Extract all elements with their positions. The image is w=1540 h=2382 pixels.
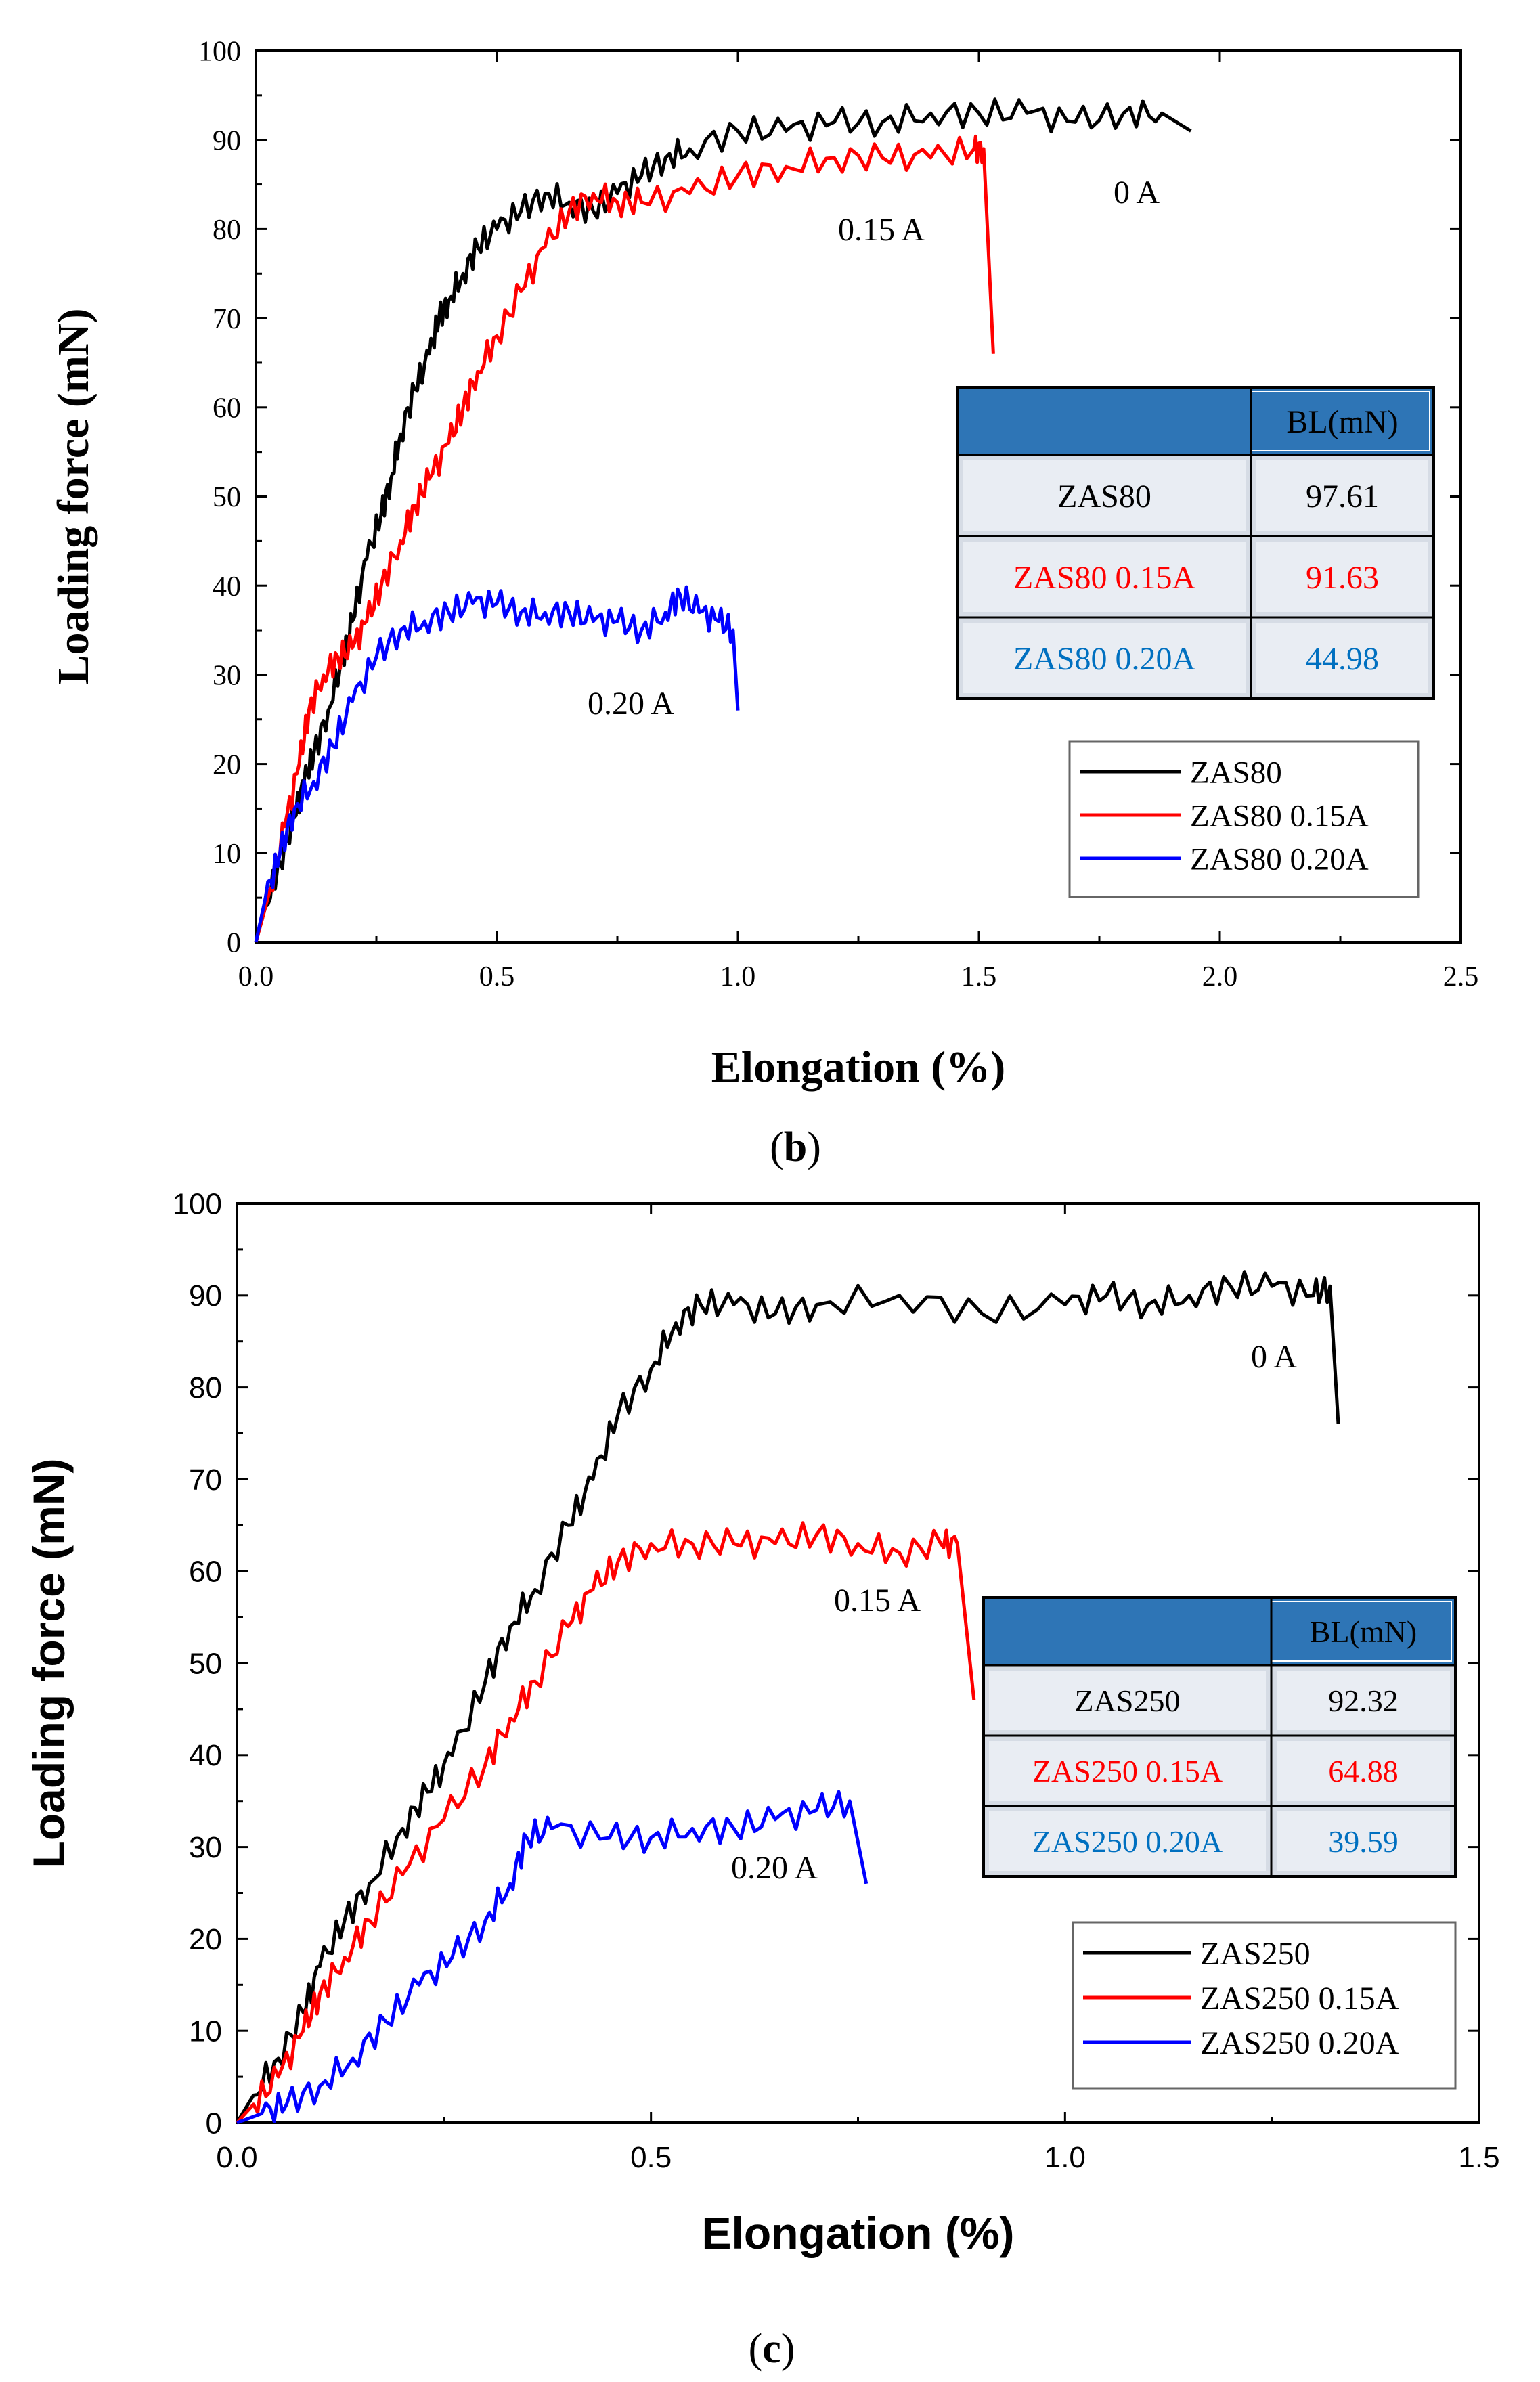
current-annotation: 0.20 A: [731, 1850, 818, 1886]
table-sample-name: ZAS80 0.20A: [1013, 641, 1196, 677]
series-line-1: [254, 134, 995, 943]
y-tick-label: 80: [213, 215, 241, 246]
y-tick-label: 10: [189, 2015, 222, 2048]
y-tick-label: 30: [213, 661, 241, 692]
x-tick-label: 1.5: [1458, 2141, 1499, 2174]
current-annotation: 0 A: [1114, 175, 1160, 211]
y-tick-label: 60: [189, 1556, 222, 1589]
y-tick-label: 20: [213, 749, 241, 780]
table-bl-value: 64.88: [1328, 1754, 1399, 1788]
table-value-cell: [1256, 623, 1428, 693]
table-sample-name: ZAS250: [1075, 1683, 1181, 1718]
legend: ZAS80 ZAS80 0.15A ZAS80 0.20A: [1068, 740, 1420, 898]
legend-label: ZAS250 0.20A: [1200, 2025, 1399, 2061]
series-line-1: [236, 1521, 976, 2124]
x-tick-label: 0.0: [216, 2141, 257, 2174]
legend-label: ZAS80 0.20A: [1190, 841, 1369, 877]
table-name-cell: [963, 623, 1246, 693]
table-sample-name: ZAS250 0.20A: [1032, 1824, 1223, 1859]
table-name-cell: [963, 542, 1246, 612]
table-name-cell: [989, 1671, 1266, 1730]
y-tick-label: 30: [189, 1831, 222, 1864]
legend-box: [1068, 740, 1420, 898]
table-name-cell: [989, 1811, 1266, 1871]
table-header-label: BL(mN): [1286, 404, 1398, 440]
x-tick-label: 2.5: [1443, 961, 1479, 992]
y-tick-label: 70: [189, 1463, 222, 1497]
current-annotation: 0.15 A: [838, 212, 925, 248]
table-sample-name: ZAS250 0.15A: [1032, 1754, 1223, 1788]
current-annotation: 0 A: [1251, 1339, 1297, 1375]
x-tick-label: 1.0: [1044, 2141, 1086, 2174]
series-line-0: [254, 97, 1192, 943]
table-bl-value: 44.98: [1306, 641, 1379, 677]
breaking-load-table: BL(mN) ZAS80 97.61 ZAS80 0.15A 91.63 ZAS80 0.…: [956, 386, 1435, 700]
table-border: [956, 386, 1435, 700]
y-tick-label: 40: [213, 571, 241, 602]
x-tick-label: 0.5: [479, 961, 515, 992]
x-tick-label: 2.0: [1202, 961, 1238, 992]
table-header-cell: [1271, 1601, 1452, 1662]
table-value-cell: [1277, 1741, 1450, 1801]
table-value-cell: [1256, 460, 1428, 531]
table-sample-name: ZAS80: [1057, 479, 1151, 514]
table-name-cell: [989, 1741, 1266, 1801]
x-tick-label: 1.0: [720, 961, 756, 992]
legend-label: ZAS250 0.15A: [1200, 1981, 1399, 2016]
table-header-cell: [1250, 391, 1430, 451]
table-bl-value: 97.61: [1306, 479, 1379, 514]
series-line-0: [235, 1270, 1340, 2124]
table-bl-value: 92.32: [1328, 1683, 1399, 1718]
y-tick-label: 80: [189, 1371, 222, 1405]
table-value-cell: [1256, 542, 1428, 612]
breaking-load-table: BL(mN) ZAS250 92.32 ZAS250 0.15A 64.88 ZAS250…: [982, 1596, 1457, 1878]
current-annotation: 0.15 A: [834, 1583, 921, 1618]
y-tick-label: 90: [189, 1279, 222, 1313]
y-axis-label: Loading force (mN): [49, 308, 98, 684]
y-tick-label: 0: [206, 2107, 222, 2140]
panel-label: (b): [770, 1124, 821, 1170]
y-tick-label: 60: [213, 393, 241, 424]
chart-panel-c: 0.0 0.5 1.0 1.5 0 10 20 30 40 50 60 70 80 90 100 Elonga…: [24, 1187, 1500, 2372]
table-value-cell: [1277, 1811, 1450, 1871]
table-header-label: BL(mN): [1310, 1614, 1417, 1649]
legend-label: ZAS80 0.15A: [1190, 798, 1369, 833]
y-tick-label: 50: [213, 482, 241, 513]
series-line-2: [236, 1790, 868, 2125]
x-axis-label: Elongation (%): [702, 2208, 1015, 2258]
y-tick-label: 40: [189, 1739, 222, 1772]
y-tick-label: 20: [189, 1923, 222, 1956]
x-tick-label: 0.0: [238, 961, 274, 992]
table-bl-value: 39.59: [1328, 1824, 1399, 1859]
y-tick-label: 0: [227, 928, 241, 959]
y-tick-label: 10: [213, 839, 241, 870]
x-tick-label: 0.5: [630, 2141, 672, 2174]
table-value-cell: [1277, 1671, 1450, 1730]
table-name-cell: [963, 460, 1246, 531]
table-sample-name: ZAS80 0.15A: [1013, 560, 1196, 596]
legend-box: [1072, 1921, 1457, 2090]
panel-label: (c): [749, 2326, 795, 2372]
y-axis-label: Loading force (mN): [24, 1459, 74, 1868]
legend-label: ZAS80: [1190, 755, 1282, 790]
y-tick-label: 100: [198, 37, 241, 68]
legend-label: ZAS250: [1200, 1936, 1311, 1972]
table-bl-value: 91.63: [1306, 560, 1379, 596]
y-tick-label: 50: [189, 1647, 222, 1680]
x-axis-label: Elongation (%): [711, 1042, 1006, 1092]
table-border: [982, 1596, 1457, 1878]
legend: ZAS250 ZAS250 0.15A ZAS250 0.20A: [1072, 1921, 1457, 2090]
y-tick-label: 70: [213, 304, 241, 335]
x-tick-label: 1.5: [961, 961, 997, 992]
y-tick-label: 90: [213, 125, 241, 156]
chart-panel-b: 0.0 0.5 1.0 1.5 2.0 2.5 0 10 20 30 40 50 60 70 80 90 100…: [49, 37, 1478, 1170]
y-tick-label: 100: [173, 1187, 222, 1220]
current-annotation: 0.20 A: [588, 686, 674, 722]
series-line-2: [254, 585, 740, 943]
